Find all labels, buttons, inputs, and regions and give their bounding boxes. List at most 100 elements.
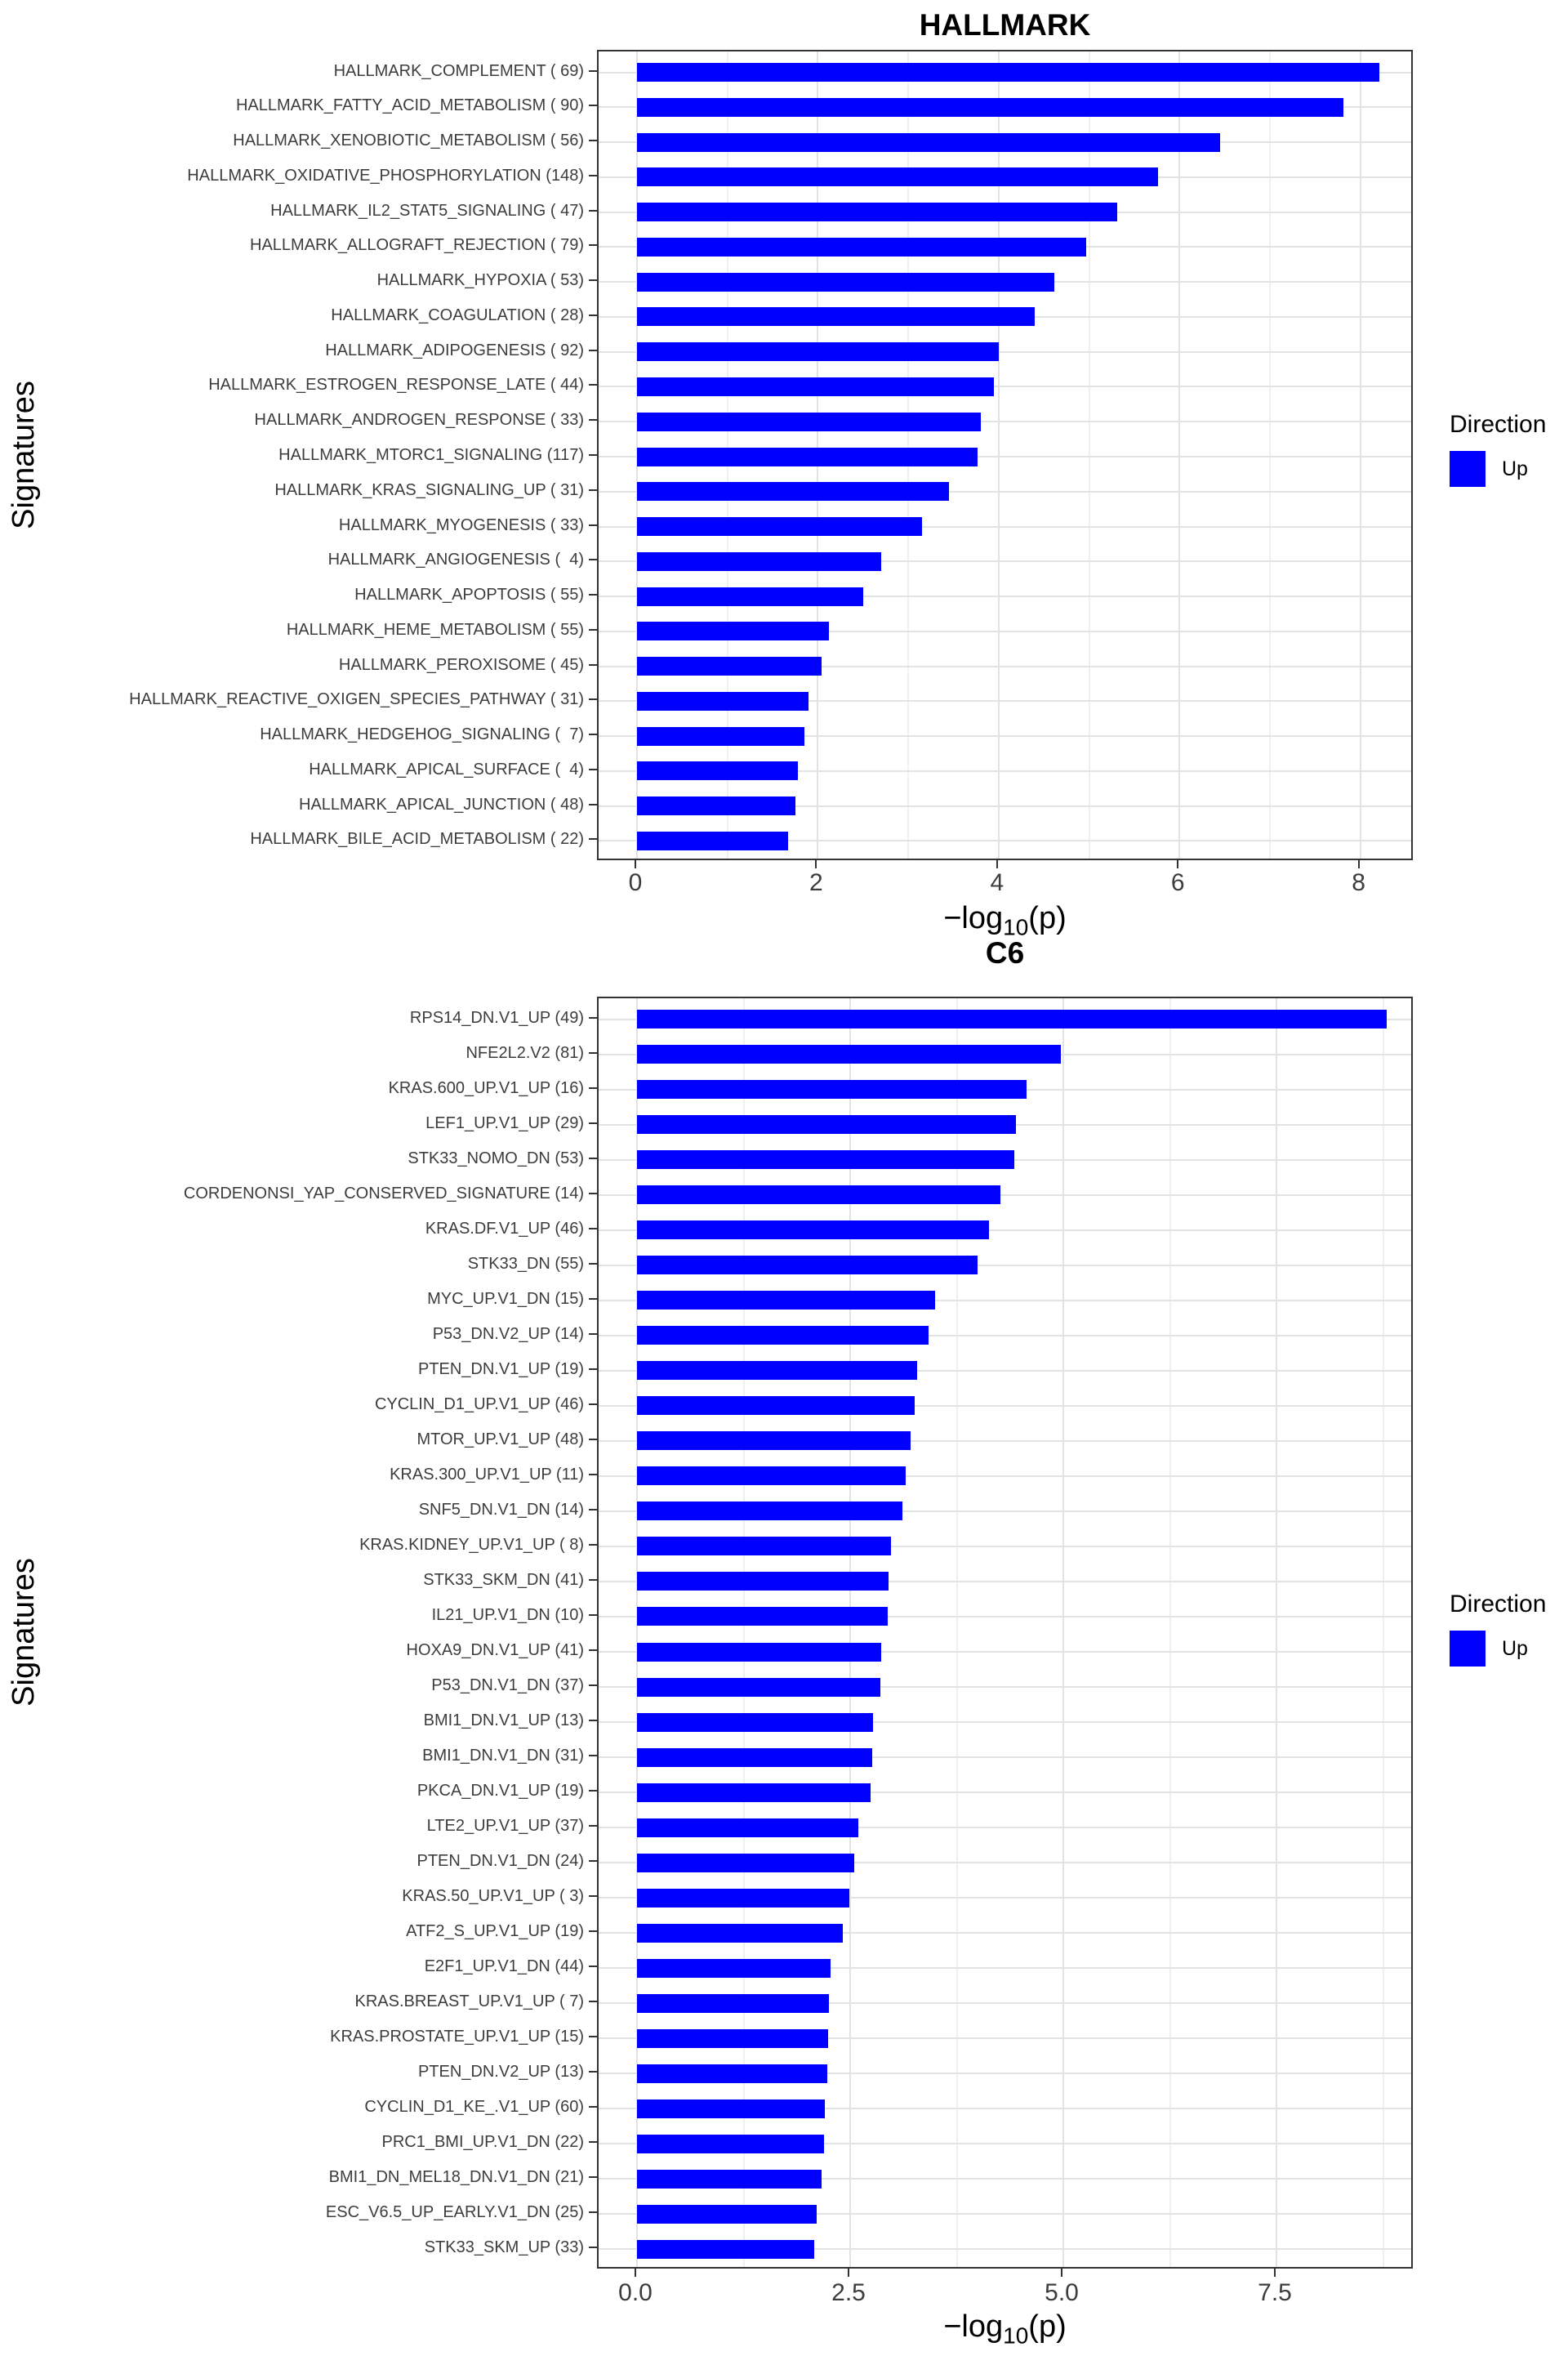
y-axis-label: KRAS.PROSTATE_UP.V1_UP (15) <box>330 2028 584 2046</box>
bar <box>637 482 949 502</box>
x-tick-mark <box>1061 2269 1062 2277</box>
bar <box>637 203 1117 222</box>
y-axis-label: HALLMARK_APICAL_SURFACE ( 4) <box>309 760 584 779</box>
y-tick-mark <box>589 1790 597 1792</box>
grid-line-horizontal <box>599 840 1411 842</box>
grid-line-horizontal <box>599 386 1411 388</box>
x-tick-label: 4 <box>990 869 1004 896</box>
grid-line-horizontal <box>599 1334 1411 1336</box>
y-axis-label: HALLMARK_ANGIOGENESIS ( 4) <box>327 551 584 569</box>
grid-line-horizontal <box>599 350 1411 353</box>
y-axis-label: HALLMARK_ESTROGEN_RESPONSE_LATE ( 44) <box>208 376 584 395</box>
grid-line-horizontal <box>599 1967 1411 1970</box>
x-tick-label: 6 <box>1170 869 1185 896</box>
y-axis-label: P53_DN.V2_UP (14) <box>432 1324 584 1343</box>
y-axis-label: LTE2_UP.V1_UP (37) <box>426 1817 584 1836</box>
legend-up-label: Up <box>1502 1637 1528 1660</box>
bar <box>637 1607 888 1626</box>
y-tick-mark <box>589 1227 597 1229</box>
y-axis-label: KRAS.600_UP.V1_UP (16) <box>388 1078 584 1097</box>
chart-title-hallmark: HALLMARK <box>919 8 1091 42</box>
x-tick-mark <box>815 860 817 868</box>
y-tick-mark <box>589 1051 597 1054</box>
bar <box>637 1502 902 1521</box>
y-tick-mark <box>589 1262 597 1265</box>
y-tick-mark <box>589 734 597 736</box>
y-axis-label: STK33_NOMO_DN (53) <box>408 1149 584 1167</box>
grid-line-vertical-minor <box>1088 51 1090 859</box>
y-tick-mark <box>589 1438 597 1440</box>
y-tick-mark <box>589 454 597 456</box>
bar <box>637 2099 825 2118</box>
y-axis-label: KRAS.50_UP.V1_UP ( 3) <box>402 1887 584 1906</box>
y-axis-label: HALLMARK_BILE_ACID_METABOLISM ( 22) <box>250 830 584 849</box>
y-tick-mark <box>589 140 597 142</box>
y-tick-mark <box>589 838 597 841</box>
bar <box>637 1958 831 1978</box>
bar <box>637 1993 829 2013</box>
y-tick-mark <box>589 803 597 805</box>
y-axis-label: PRC1_BMI_UP.V1_DN (22) <box>381 2133 584 2152</box>
grid-line-horizontal <box>599 1651 1411 1653</box>
y-tick-mark <box>589 1332 597 1335</box>
bar <box>637 377 995 396</box>
y-tick-mark <box>589 1543 597 1546</box>
y-tick-mark <box>589 174 597 176</box>
y-tick-mark <box>589 1297 597 1300</box>
bar <box>637 2064 827 2083</box>
bar <box>637 1045 1061 1064</box>
y-axis-label: KRAS.DF.V1_UP (46) <box>425 1219 584 1238</box>
bar <box>637 1677 880 1697</box>
y-tick-mark <box>589 1087 597 1089</box>
y-axis-label: HALLMARK_ALLOGRAFT_REJECTION ( 79) <box>250 236 584 255</box>
y-axis-label: ATF2_S_UP.V1_UP (19) <box>406 1922 584 1941</box>
y-axis-label: HALLMARK_ADIPOGENESIS ( 92) <box>325 341 584 359</box>
bar <box>637 1537 892 1556</box>
y-tick-mark <box>589 1157 597 1159</box>
grid-line-vertical-minor <box>1268 51 1271 859</box>
grid-line-horizontal <box>599 2037 1411 2040</box>
y-axis-label: STK33_DN (55) <box>467 1254 584 1273</box>
x-axis-title-subscript: 10 <box>1003 2323 1029 2349</box>
y-axis-label: HALLMARK_APICAL_JUNCTION ( 48) <box>299 795 584 814</box>
grid-line-horizontal <box>599 2248 1411 2251</box>
bar <box>637 726 804 746</box>
y-tick-mark <box>589 314 597 316</box>
y-tick-mark <box>589 1684 597 1687</box>
bar <box>637 1115 1016 1135</box>
x-tick-mark <box>1177 860 1179 868</box>
x-tick-label: 2.5 <box>831 2279 866 2306</box>
grid-line-vertical-major <box>1062 998 1064 2267</box>
y-tick-mark <box>589 663 597 666</box>
bar <box>637 1572 889 1591</box>
bar <box>637 2028 828 2048</box>
bar <box>637 1361 918 1381</box>
bar <box>637 1642 881 1662</box>
y-axis-label: HALLMARK_IL2_STAT5_SIGNALING ( 47) <box>270 201 584 220</box>
bar <box>637 587 863 606</box>
grid-line-horizontal <box>599 1299 1411 1301</box>
y-tick-mark <box>589 2071 597 2073</box>
x-tick-mark <box>635 2269 636 2277</box>
x-axis-title: −log10(p) <box>597 2307 1413 2356</box>
bar <box>637 1853 855 1872</box>
y-tick-mark <box>589 594 597 596</box>
bar <box>637 517 922 537</box>
grid-line-horizontal <box>599 1756 1411 1759</box>
grid-line-horizontal <box>599 2178 1411 2180</box>
y-tick-mark <box>589 524 597 526</box>
y-axis-label: BMI1_DN.V1_DN (31) <box>422 1747 584 1765</box>
y-axis-label: PTEN_DN.V2_UP (13) <box>417 2063 584 2082</box>
y-tick-mark <box>589 1966 597 1968</box>
y-axis-label: KRAS.BREAST_UP.V1_UP ( 7) <box>354 1992 585 2011</box>
x-tick-label: 0.0 <box>618 2279 653 2306</box>
grid-line-horizontal <box>599 1862 1411 1864</box>
y-axis-label: HALLMARK_COAGULATION ( 28) <box>331 306 584 324</box>
grid-line-horizontal <box>599 630 1411 632</box>
y-tick-mark <box>589 1016 597 1019</box>
grid-line-horizontal <box>599 1229 1411 1231</box>
grid-line-horizontal <box>599 1721 1411 1724</box>
grid-line-horizontal <box>599 1439 1411 1442</box>
y-axis-label: CYCLIN_D1_KE_.V1_UP (60) <box>364 2098 584 2117</box>
y-tick-mark <box>589 1613 597 1616</box>
